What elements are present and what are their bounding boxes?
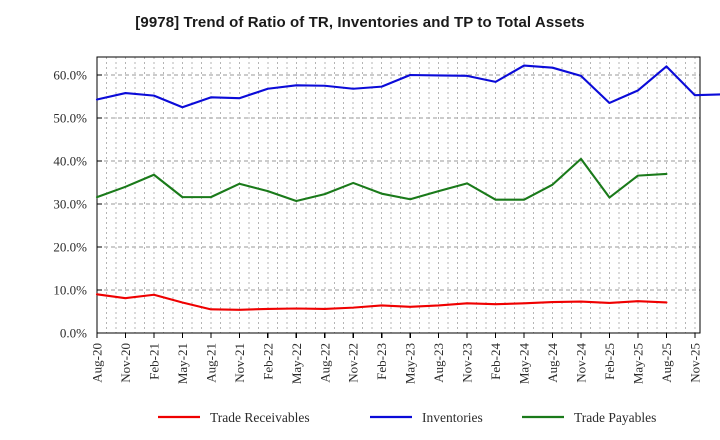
- x-axis-tick-label: May-23: [403, 343, 418, 384]
- y-axis-tick-label: 20.0%: [53, 240, 87, 255]
- x-axis-tick-label: Aug-21: [203, 343, 218, 383]
- x-axis-tick-label: Nov-25: [687, 343, 702, 383]
- x-axis-tick-label: May-25: [630, 343, 645, 384]
- x-axis-tick-label: Aug-25: [659, 343, 674, 383]
- y-axis-tick-labels: 0.0% 10.0% 20.0% 30.0% 40.0% 50.0% 60.0%: [53, 68, 102, 341]
- x-axis-tick-label: Nov-22: [346, 343, 361, 383]
- series-line-trade-payables: [95, 157, 668, 203]
- series-line-inventories: [95, 64, 720, 109]
- x-axis-tick-label: Feb-21: [146, 343, 161, 380]
- x-axis-tick-label: Feb-23: [374, 343, 389, 380]
- y-axis-tick-label: 40.0%: [53, 154, 87, 169]
- y-axis-tick-label: 60.0%: [53, 68, 87, 83]
- x-axis-tick-label: Aug-23: [431, 343, 446, 383]
- x-axis-tick-label: Nov-21: [232, 343, 247, 383]
- series-line-trade-receivables: [95, 293, 668, 311]
- plot-frame: [96, 56, 701, 334]
- x-axis-tick-labels: Aug-20 Nov-20 Feb-21 May-21 Aug-21 Nov-21 Feb-…: [90, 333, 702, 385]
- legend-label-inventories: Inventories: [422, 410, 483, 425]
- y-axis-tick-label: 0.0%: [60, 326, 87, 341]
- y-axis-tick-label: 50.0%: [53, 111, 87, 126]
- x-axis-tick-label: Aug-22: [317, 343, 332, 383]
- y-axis-tick-label: 30.0%: [53, 197, 87, 212]
- x-axis-tick-label: Nov-23: [460, 343, 475, 383]
- legend-label-trade-payables: Trade Payables: [574, 410, 656, 425]
- x-axis-tick-label: May-22: [289, 343, 304, 384]
- legend-label-trade-receivables: Trade Receivables: [210, 410, 310, 425]
- y-axis-tick-label: 10.0%: [53, 283, 87, 298]
- x-axis-tick-label: Aug-20: [90, 343, 105, 383]
- data-series-group: [95, 64, 720, 311]
- x-axis-tick-label: May-21: [175, 343, 190, 384]
- x-axis-tick-label: May-24: [517, 343, 532, 385]
- chart-legend: Trade Receivables Inventories Trade Payabl…: [158, 410, 656, 425]
- x-axis-tick-label: Nov-24: [573, 343, 588, 383]
- x-axis-tick-label: Feb-25: [602, 343, 617, 380]
- x-axis-tick-label: Aug-24: [545, 343, 560, 383]
- vertical-gridlines: [105, 57, 696, 333]
- x-axis-tick-label: Feb-22: [260, 343, 275, 380]
- chart-title: [9978] Trend of Ratio of TR, Inventories…: [135, 14, 585, 31]
- x-axis-tick-label: Feb-24: [488, 343, 503, 380]
- horizontal-gridlines: [97, 74, 700, 291]
- x-axis-tick-label: Nov-20: [118, 343, 133, 383]
